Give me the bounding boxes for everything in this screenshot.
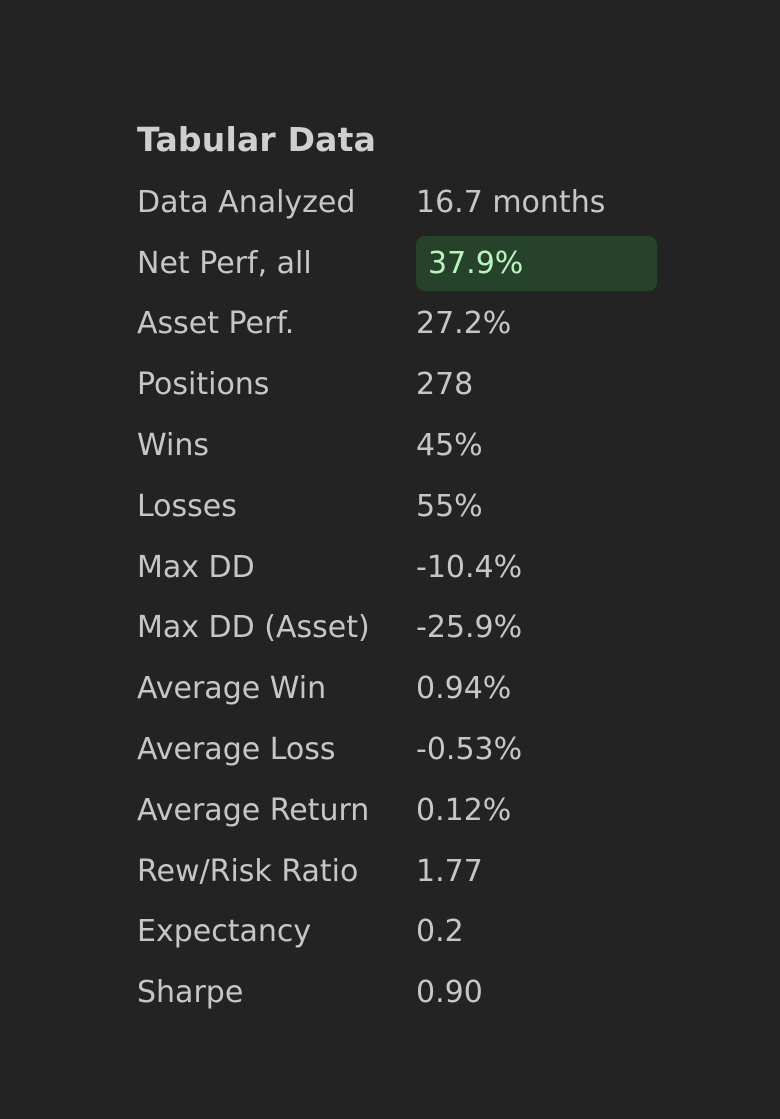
row-label: Net Perf, all [137,245,312,281]
row-value: 55% [416,488,483,524]
table-row-net-perf: Net Perf, all 37.9% [137,233,697,294]
table-row-losses: Losses 55% [137,476,697,537]
table-row-positions: Positions 278 [137,354,697,415]
table-row-average-loss: Average Loss -0.53% [137,719,697,780]
panel-title: Tabular Data [137,120,377,159]
row-value: 45% [416,428,483,464]
row-label: Data Analyzed [137,184,356,220]
row-value: 27.2% [416,306,512,342]
row-label: Expectancy [137,914,312,950]
row-label: Positions [137,367,270,403]
row-label: Wins [137,428,209,464]
row-value: 1.77 [416,853,483,889]
row-label: Average Return [137,792,370,828]
row-value: -0.53% [416,732,523,768]
table-row-wins: Wins 45% [137,415,697,476]
row-value: -10.4% [416,549,523,585]
table-row-max-dd-asset: Max DD (Asset) -25.9% [137,598,697,659]
table-row-rew-risk-ratio: Rew/Risk Ratio 1.77 [137,841,697,902]
row-label: Sharpe [137,975,244,1011]
row-value: 0.2 [416,914,464,950]
table-row-average-win: Average Win 0.94% [137,658,697,719]
metrics-table: Data Analyzed 16.7 months Net Perf, all … [137,172,697,1023]
row-label: Max DD [137,549,255,585]
table-row-expectancy: Expectancy 0.2 [137,902,697,963]
row-label: Average Win [137,671,327,707]
table-row-average-return: Average Return 0.12% [137,780,697,841]
row-label: Rew/Risk Ratio [137,853,359,889]
row-value: 0.12% [416,792,512,828]
row-label: Asset Perf. [137,306,295,342]
row-value: 16.7 months [416,184,606,220]
row-value: -25.9% [416,610,523,646]
row-value: 0.90 [416,975,483,1011]
row-label: Max DD (Asset) [137,610,370,646]
row-label: Losses [137,488,237,524]
table-row-sharpe: Sharpe 0.90 [137,962,697,1023]
table-row-data-analyzed: Data Analyzed 16.7 months [137,172,697,233]
row-value: 278 [416,367,474,403]
table-row-asset-perf: Asset Perf. 27.2% [137,294,697,355]
row-label: Average Loss [137,732,336,768]
table-row-max-dd: Max DD -10.4% [137,537,697,598]
highlighted-value: 37.9% [416,235,657,291]
row-value: 0.94% [416,671,512,707]
